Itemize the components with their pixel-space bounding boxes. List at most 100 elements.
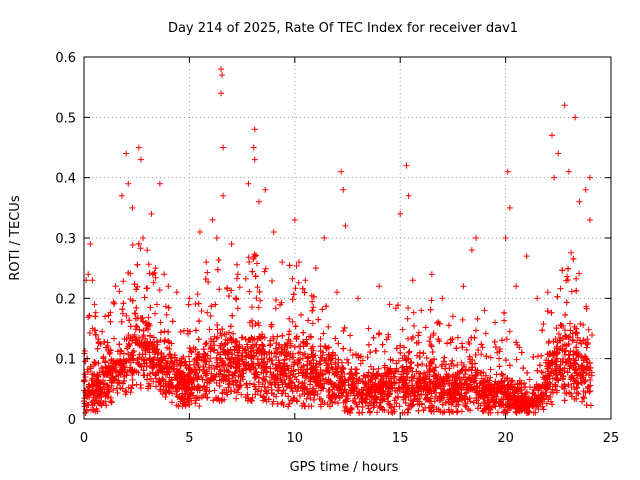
data-point — [513, 356, 520, 363]
data-point — [217, 330, 224, 337]
data-point — [511, 393, 518, 400]
data-point — [317, 401, 324, 408]
data-point — [216, 286, 223, 293]
data-point — [143, 325, 150, 332]
data-point — [131, 310, 138, 317]
data-point — [563, 299, 570, 306]
data-point — [400, 368, 407, 375]
data-point — [573, 376, 580, 383]
data-point — [405, 385, 412, 392]
data-point — [374, 371, 381, 378]
data-point — [414, 398, 421, 405]
data-point — [184, 372, 191, 379]
data-point — [295, 357, 302, 364]
data-point — [405, 349, 412, 356]
data-point — [272, 305, 279, 312]
data-point — [257, 297, 264, 304]
data-point — [144, 321, 151, 328]
data-point — [371, 393, 378, 400]
data-point — [203, 388, 210, 395]
data-point — [145, 383, 152, 390]
data-point — [285, 403, 292, 410]
data-point — [446, 409, 453, 416]
data-point — [150, 356, 157, 363]
data-point — [587, 376, 594, 383]
data-point — [105, 384, 112, 391]
data-point — [564, 273, 571, 280]
data-point — [353, 366, 360, 373]
data-point — [139, 351, 146, 358]
data-point — [567, 327, 574, 334]
data-point — [418, 400, 425, 407]
data-point — [230, 372, 237, 379]
data-point — [325, 376, 332, 383]
data-point — [108, 360, 115, 367]
data-point — [439, 409, 446, 416]
data-point — [140, 372, 147, 379]
data-point — [433, 382, 440, 389]
data-point — [415, 332, 422, 339]
data-point — [567, 348, 574, 355]
data-point — [192, 400, 199, 407]
data-point — [516, 404, 523, 411]
data-point — [129, 349, 136, 356]
data-point — [165, 304, 172, 311]
data-point — [146, 349, 153, 356]
data-point — [543, 383, 550, 390]
data-point — [255, 319, 262, 326]
data-point — [191, 366, 198, 373]
data-point — [258, 342, 265, 349]
data-point — [107, 347, 114, 354]
data-point — [440, 358, 447, 365]
data-point — [565, 381, 572, 388]
data-point — [428, 361, 435, 368]
data-point — [468, 373, 475, 380]
data-point — [554, 387, 561, 394]
data-point — [161, 328, 168, 335]
data-point — [415, 329, 422, 336]
data-point — [286, 374, 293, 381]
data-point — [240, 370, 247, 377]
data-point — [165, 388, 172, 395]
data-point — [562, 359, 569, 366]
data-point — [285, 331, 292, 338]
data-point — [345, 359, 352, 366]
data-point — [349, 374, 356, 381]
data-point — [386, 401, 393, 408]
data-point — [368, 400, 375, 407]
data-point — [381, 362, 388, 369]
data-point — [516, 377, 523, 384]
data-point — [149, 339, 156, 346]
data-point — [571, 366, 578, 373]
data-point — [427, 342, 434, 349]
data-point — [217, 351, 224, 358]
data-point — [344, 356, 351, 363]
data-point — [399, 377, 406, 384]
data-point — [466, 375, 473, 382]
data-point — [571, 378, 578, 385]
data-point — [434, 382, 441, 389]
data-point — [319, 306, 326, 313]
data-point — [217, 342, 224, 349]
data-point — [294, 398, 301, 405]
data-point — [293, 262, 300, 269]
data-point — [160, 353, 167, 360]
data-point — [499, 373, 506, 380]
data-point — [90, 370, 97, 377]
data-point — [568, 393, 575, 400]
data-point — [147, 304, 154, 311]
data-point — [499, 401, 506, 408]
data-point — [428, 390, 435, 397]
data-point — [171, 352, 178, 359]
data-point — [428, 408, 435, 415]
data-point — [119, 385, 126, 392]
chart-title: Day 214 of 2025, Rate Of TEC Index for r… — [168, 21, 518, 36]
data-point — [364, 372, 371, 379]
data-point — [535, 353, 542, 360]
data-point — [283, 383, 290, 390]
data-point — [147, 355, 154, 362]
data-point — [472, 327, 479, 334]
data-point — [344, 398, 351, 405]
data-point — [276, 359, 283, 366]
